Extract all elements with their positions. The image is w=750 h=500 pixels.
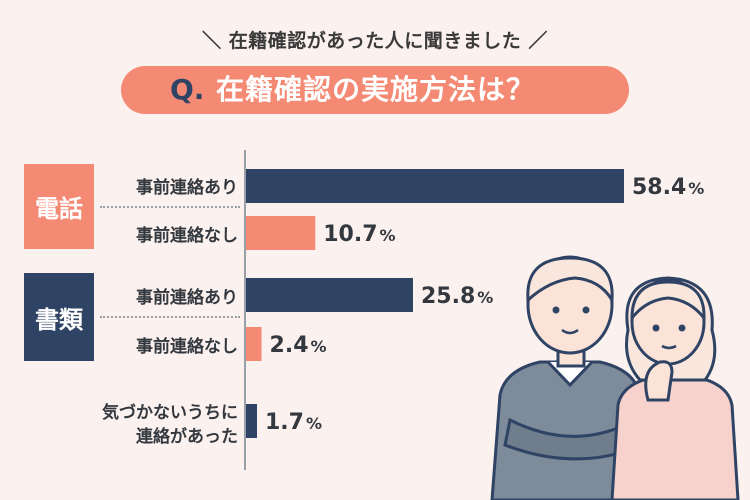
bar-value-label-0: 58.4%: [632, 175, 704, 200]
bar-0: [246, 169, 624, 203]
row-label-unnoticed-line2: 連絡があった: [136, 427, 238, 447]
bar-3: [246, 327, 262, 361]
question-mark-label: Q.: [170, 73, 205, 106]
survey-subtitle: ＼ 在籍確認があった人に聞きました ／: [202, 30, 548, 52]
row-label-document-with-notice: 事前連絡あり: [136, 288, 238, 308]
row-label-document-without-notice: 事前連絡なし: [136, 337, 238, 357]
bar-value-label-4: 1.7%: [265, 410, 322, 435]
bar-value-label-3: 2.4%: [270, 333, 327, 358]
bar-1: [246, 216, 316, 250]
bar-4: [246, 404, 258, 438]
title-banner: [121, 66, 629, 114]
row-label-unnoticed-line1: 気づかないうちに: [102, 403, 238, 423]
chart-axis-line: [244, 150, 246, 470]
group-label-phone: 電話: [24, 164, 94, 249]
bar-value-label-1: 10.7%: [323, 222, 395, 247]
row-label-phone-with-notice: 事前連絡あり: [136, 178, 238, 198]
bar-2: [246, 278, 413, 312]
group-divider-phone: [100, 206, 240, 208]
chart-title: 在籍確認の実施方法は？: [216, 73, 536, 106]
row-label-phone-without-notice: 事前連絡なし: [136, 226, 238, 246]
group-label-document: 書類: [24, 273, 94, 361]
bar-value-label-2: 25.8%: [421, 284, 493, 309]
group-divider-document: [100, 316, 240, 318]
